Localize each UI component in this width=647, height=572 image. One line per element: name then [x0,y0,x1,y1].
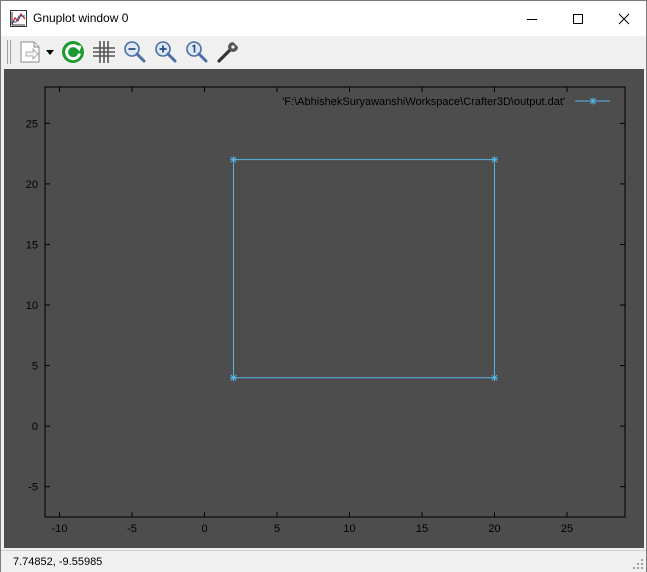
minimize-button[interactable] [509,1,555,36]
x-tick-label: 10 [343,523,355,535]
data-point-marker [230,374,237,382]
resize-grip-icon[interactable] [632,558,644,570]
zoom-out-icon [124,41,146,63]
zoom-in-icon [155,41,177,63]
zoom-previous-button[interactable] [121,39,149,65]
y-tick-label: 5 [32,361,38,373]
maximize-button[interactable] [555,1,601,36]
window-title: Gnuplot window 0 [33,11,129,25]
y-axis: -5 0 5 10 15 20 25 [26,118,625,494]
plot-area[interactable]: -10 -5 0 5 10 15 20 25 -5 0 5 10 15 20 25 'F:\Abhishe… [4,69,644,548]
copy-print-menu-button[interactable] [17,39,59,65]
x-axis: -10 -5 0 5 10 15 20 25 [52,87,573,535]
minimize-icon [527,18,537,20]
gnuplot-app-icon [10,10,27,27]
maximize-icon [573,13,583,24]
wrench-icon [217,42,238,63]
document-arrow-icon [20,41,54,63]
y-tick-label: 15 [26,239,38,251]
toolbar-grip-icon[interactable] [6,40,12,64]
zoom-reset-icon [186,41,208,63]
legend: 'F:\AbhishekSuryawanshiWorkspace\Crafter… [282,96,610,108]
status-bar: 7.74852, -9.55985 [1,550,646,572]
y-tick-label: 20 [26,179,38,191]
y-tick-label: 25 [26,118,38,130]
toolbar [1,36,646,67]
unzoom-button[interactable] [183,39,211,65]
plot-frame [44,86,626,518]
x-tick-label: 5 [274,523,280,535]
grid-icon [93,41,115,63]
legend-label: 'F:\AbhishekSuryawanshiWorkspace\Crafter… [282,96,565,108]
data-point-marker [230,156,237,164]
y-tick-label: 10 [26,300,38,312]
grid-button[interactable] [91,39,117,65]
series-layer [230,156,498,382]
x-tick-label: 0 [201,523,207,535]
y-tick-label: 0 [32,421,38,433]
title-bar[interactable]: Gnuplot window 0 [1,1,646,36]
close-button[interactable] [601,1,647,36]
close-icon [618,13,630,24]
legend-marker-icon [589,97,597,105]
cursor-coordinates: 7.74852, -9.55985 [13,556,103,568]
y-tick-label: -5 [28,482,38,494]
x-tick-label: -5 [127,523,137,535]
plot-canvas[interactable]: -10 -5 0 5 10 15 20 25 -5 0 5 10 15 20 25 'F:\Abhishe… [4,69,644,548]
x-tick-label: 15 [416,523,428,535]
options-button[interactable] [214,39,242,65]
legend-marker [589,97,597,105]
data-point-marker [491,156,498,164]
x-tick-label: 25 [561,523,573,535]
refresh-icon [62,41,84,63]
series-line [233,159,495,379]
x-tick-label: -10 [52,523,68,535]
data-point-marker [491,374,498,382]
zoom-next-button[interactable] [152,39,180,65]
x-tick-label: 20 [488,523,500,535]
replot-button[interactable] [60,39,86,65]
